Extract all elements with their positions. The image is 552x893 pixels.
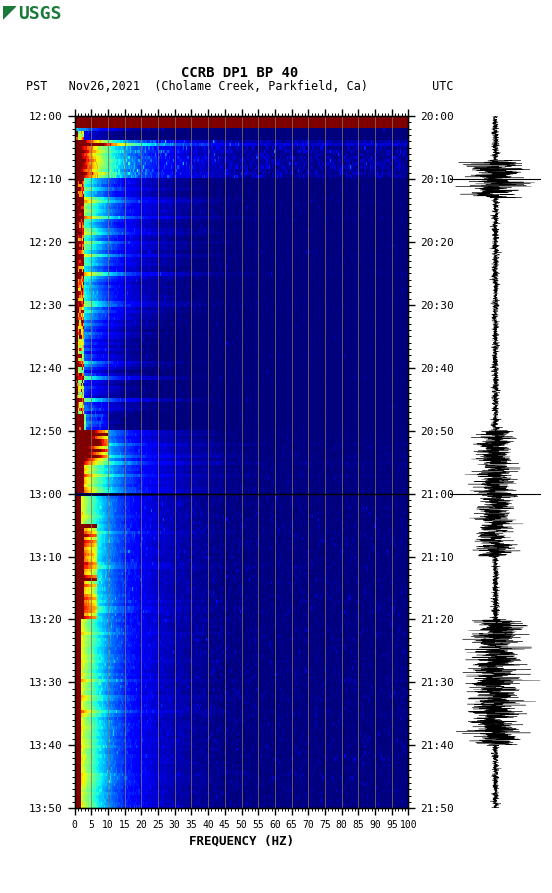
Text: CCRB DP1 BP 40: CCRB DP1 BP 40 [182,66,299,80]
Text: PST   Nov26,2021  (Cholame Creek, Parkfield, Ca)         UTC: PST Nov26,2021 (Cholame Creek, Parkfield… [26,80,454,93]
Text: USGS: USGS [19,5,62,23]
X-axis label: FREQUENCY (HZ): FREQUENCY (HZ) [189,834,294,847]
Polygon shape [3,6,15,19]
